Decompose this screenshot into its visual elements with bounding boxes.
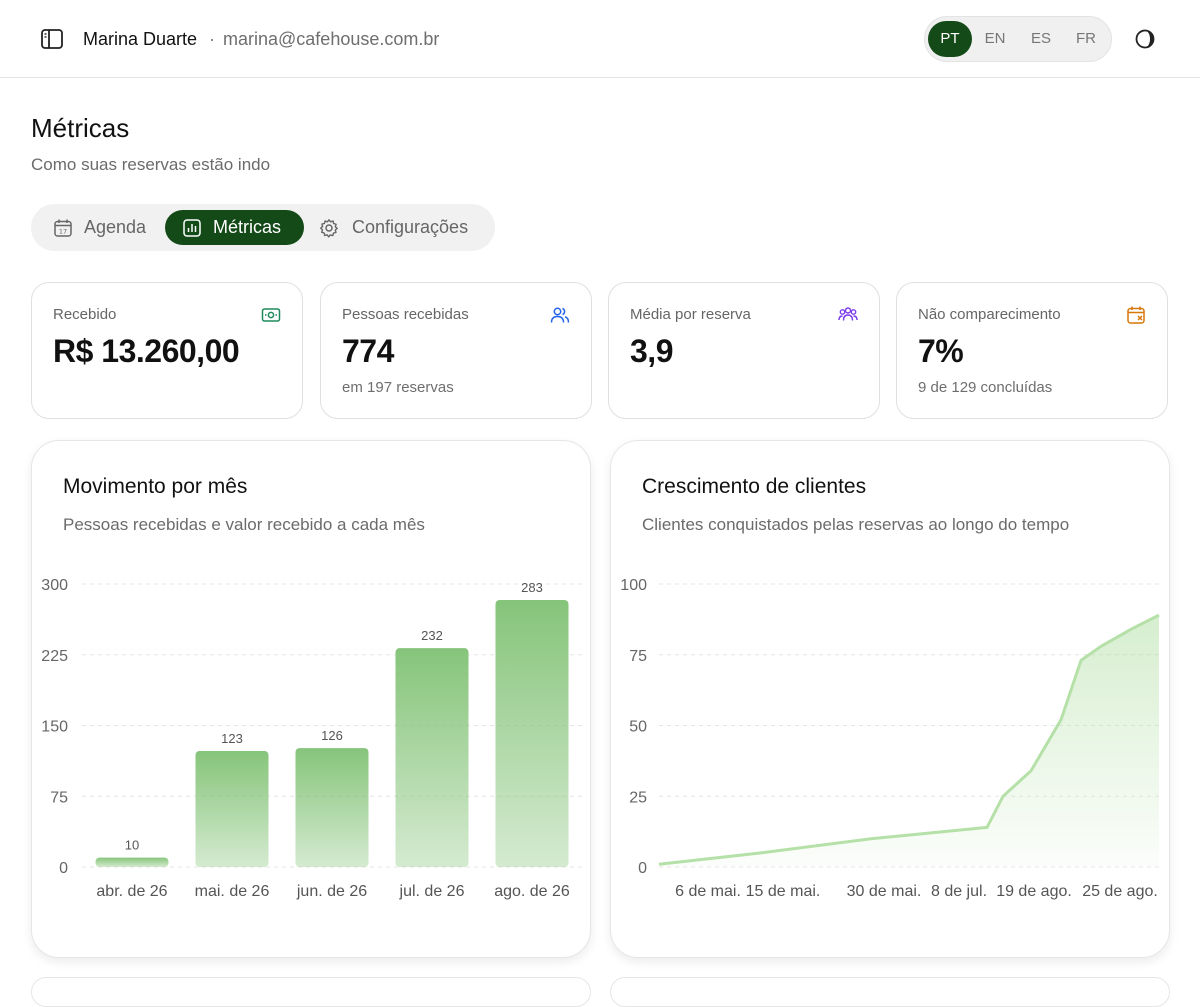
svg-text:17: 17 [59, 228, 67, 236]
x-tick-label: abr. de 26 [96, 883, 167, 900]
y-tick-label: 100 [620, 577, 647, 594]
panel-subtitle: Clientes conquistados pelas reservas ao … [642, 515, 1070, 534]
stat-subtext: 9 de 129 concluídas [918, 379, 1053, 396]
tab-bar: 17 Agenda Métricas Configurações [31, 204, 495, 251]
top-bar: Marina Duarte · marina@cafehouse.com.br … [0, 0, 1200, 78]
x-tick-label: 8 de jul. [931, 883, 987, 900]
calendar-icon: 17 [54, 219, 72, 237]
gear-icon [320, 219, 338, 238]
bar-data-label: 283 [521, 580, 543, 595]
page-title: Métricas [31, 113, 130, 143]
panel-title: Movimento por mês [63, 475, 248, 498]
bar [195, 750, 269, 867]
x-tick-label: 25 de ago. [1082, 883, 1158, 900]
stat-value: 7% [918, 333, 964, 369]
stat-card-nao-comparecimento: Não comparecimento 7% 9 de 129 concluída… [896, 282, 1168, 419]
y-tick-label: 0 [59, 860, 68, 877]
next-panel-left [31, 977, 591, 1007]
monthly-movement-panel: Movimento por mês Pessoas recebidas e va… [31, 440, 591, 958]
tab-agenda[interactable]: 17 Agenda [43, 210, 167, 245]
bar-data-label: 232 [421, 628, 443, 643]
language-en[interactable]: EN [984, 30, 1006, 47]
stat-label: Recebido [53, 306, 117, 323]
stat-subtext: em 197 reservas [342, 379, 454, 396]
tab-metricas-label: Métricas [213, 217, 282, 237]
user-name: Marina Duarte [83, 29, 198, 49]
x-tick-label: 30 de mai. [847, 883, 922, 900]
y-tick-label: 150 [41, 719, 68, 736]
bar-data-label: 10 [125, 838, 139, 853]
money-icon [261, 308, 281, 322]
calendar-x-icon [1127, 306, 1145, 324]
stat-card-media: Média por reserva 3,9 [608, 282, 880, 419]
user-email: marina@cafehouse.com.br [223, 29, 440, 49]
x-tick-label: ago. de 26 [494, 883, 570, 900]
language-es[interactable]: ES [1030, 30, 1051, 47]
y-tick-label: 300 [41, 577, 68, 594]
bar [295, 748, 369, 867]
monthly-bar-chart: 300 225 150 75 0 10 abr. de 26 123 mai. de 26 126… [41, 577, 582, 900]
language-fr[interactable]: FR [1076, 30, 1096, 47]
bar [395, 648, 469, 867]
stat-value: R$ 13.260,00 [53, 333, 240, 369]
x-tick-label: mai. de 26 [195, 883, 270, 900]
tab-agenda-label: Agenda [84, 217, 147, 237]
language-switcher: PT EN ES FR [924, 16, 1112, 62]
x-tick-label: 19 de ago. [996, 883, 1072, 900]
area-fill [659, 615, 1159, 867]
x-tick-label: 15 de mai. [746, 883, 821, 900]
theme-toggle-icon[interactable] [1134, 28, 1156, 50]
stat-label: Média por reserva [630, 306, 751, 323]
bar-data-label: 123 [221, 731, 243, 746]
users-icon [550, 307, 570, 323]
stat-card-recebido: Recebido R$ 13.260,00 [31, 282, 303, 419]
y-tick-label: 75 [629, 648, 647, 665]
x-tick-label: 6 de mai. [675, 883, 741, 900]
bar [495, 600, 569, 867]
series-line [658, 613, 1160, 866]
tab-metricas[interactable]: Métricas [165, 210, 304, 245]
y-tick-label: 75 [50, 789, 68, 806]
y-tick-label: 225 [41, 648, 68, 665]
bar-chart-icon [183, 219, 201, 237]
user-separator: · [209, 29, 215, 49]
y-tick-label: 0 [638, 860, 647, 877]
language-pt[interactable]: PT [928, 21, 972, 57]
y-tick-label: 25 [629, 789, 647, 806]
customer-growth-panel: Crescimento de clientes Clientes conquis… [610, 440, 1170, 958]
page-subtitle: Como suas reservas estão indo [31, 155, 271, 174]
stat-label: Pessoas recebidas [342, 306, 469, 323]
x-tick-label: jun. de 26 [296, 883, 367, 900]
tab-configuracoes-label: Configurações [352, 217, 469, 237]
next-panel-right [610, 977, 1170, 1007]
bar [95, 857, 169, 867]
bar-data-label: 126 [321, 728, 343, 743]
x-tick-label: jul. de 26 [399, 883, 465, 900]
stat-card-pessoas: Pessoas recebidas 774 em 197 reservas [320, 282, 592, 419]
panel-subtitle: Pessoas recebidas e valor recebido a cad… [63, 515, 425, 534]
panel-title: Crescimento de clientes [642, 475, 867, 498]
group-icon [838, 307, 858, 321]
y-tick-label: 50 [629, 719, 647, 736]
stat-value: 3,9 [630, 333, 673, 369]
stat-value: 774 [342, 333, 394, 369]
stat-label: Não comparecimento [918, 306, 1061, 323]
tab-configuracoes[interactable]: Configurações [309, 210, 487, 245]
sidebar-toggle-icon[interactable] [40, 28, 64, 50]
customer-growth-chart: 100 75 50 25 0 6 de mai. 15 de mai. 30 de mai. 8… [620, 577, 1160, 900]
